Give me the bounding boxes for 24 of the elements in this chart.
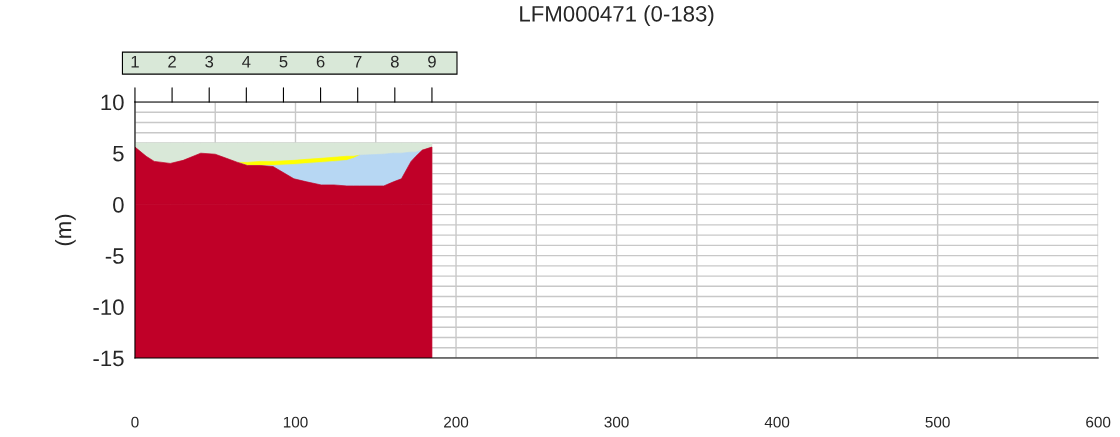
x-tick-label: 400 bbox=[764, 416, 790, 428]
text: 5 bbox=[279, 55, 288, 68]
y-tick-label: 10 bbox=[101, 94, 124, 111]
text: 3 bbox=[205, 55, 214, 68]
x-tick-label: 200 bbox=[444, 416, 469, 428]
x-tick-label: 100 bbox=[283, 416, 308, 428]
text: 9 bbox=[428, 55, 436, 68]
x-tick-label: 500 bbox=[925, 416, 950, 428]
text: 1 bbox=[131, 55, 139, 68]
text: 4 bbox=[242, 55, 251, 68]
y-tick-label: 5 bbox=[113, 145, 124, 162]
text: 7 bbox=[353, 55, 362, 68]
chart-title: LFM000471 (0-183) bbox=[520, 5, 714, 27]
y-tick-label: -5 bbox=[105, 248, 124, 264]
y-axis-title: (m) bbox=[55, 214, 76, 246]
x-tick-label: 300 bbox=[604, 416, 629, 428]
text: 6 bbox=[316, 55, 325, 68]
x-tick-label: 600 bbox=[1086, 416, 1111, 428]
y-tick-label: 0 bbox=[113, 196, 124, 213]
text: 8 bbox=[390, 55, 399, 68]
y-tick-label: -10 bbox=[93, 299, 124, 316]
x-tick-label: 0 bbox=[131, 416, 139, 428]
y-tick-label: -15 bbox=[93, 350, 124, 367]
text: 2 bbox=[168, 55, 176, 68]
